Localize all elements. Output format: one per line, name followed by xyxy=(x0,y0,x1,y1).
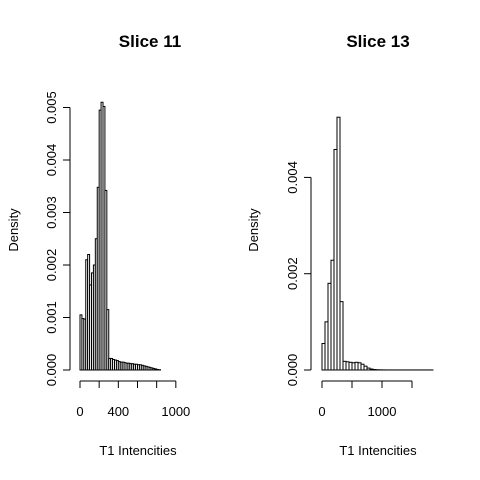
histogram-bar xyxy=(336,116,341,371)
chart-title: Slice 11 xyxy=(119,32,181,51)
y-axis-label: Density xyxy=(246,208,261,252)
y-axis-label: Density xyxy=(6,208,21,252)
x-tick-label: 0 xyxy=(318,404,325,419)
x-axis: 0 400 1000 xyxy=(76,380,190,419)
histogram-bar xyxy=(104,189,108,371)
bars-group xyxy=(321,116,434,371)
chart-title: Slice 13 xyxy=(346,32,409,51)
y-tick-label: 0.000 xyxy=(285,354,300,387)
y-tick-label: 0.000 xyxy=(44,354,59,387)
panel-slice-13: Slice 13 T1 Intencities Density 0 1000 0.… xyxy=(246,32,434,458)
x-tick-label: 0 xyxy=(76,404,83,419)
y-tick-label: 0.001 xyxy=(44,301,59,334)
x-axis: 0 1000 xyxy=(318,380,413,419)
x-tick-label: 400 xyxy=(107,404,129,419)
panel-slice-11: Slice 11 T1 Intencities Density 0 400 1000… xyxy=(6,32,190,458)
y-axis: 0.000 0.002 0.004 xyxy=(285,161,312,387)
histogram-bar xyxy=(339,301,344,371)
y-tick-label: 0.002 xyxy=(44,249,59,282)
y-tick-label: 0.005 xyxy=(44,91,59,124)
y-tick-label: 0.004 xyxy=(44,144,59,177)
x-axis-label: T1 Intencities xyxy=(339,443,417,458)
y-axis: 0.000 0.001 0.002 0.003 0.004 0.005 xyxy=(44,91,71,387)
y-tick-label: 0.003 xyxy=(44,196,59,229)
y-tick-label: 0.002 xyxy=(285,257,300,290)
x-axis-label: T1 Intencities xyxy=(99,443,177,458)
x-tick-label: 1000 xyxy=(368,404,397,419)
histogram-bar xyxy=(106,309,110,371)
x-tick-label: 1000 xyxy=(161,404,190,419)
y-tick-label: 0.004 xyxy=(285,161,300,194)
bars-group xyxy=(79,101,162,371)
